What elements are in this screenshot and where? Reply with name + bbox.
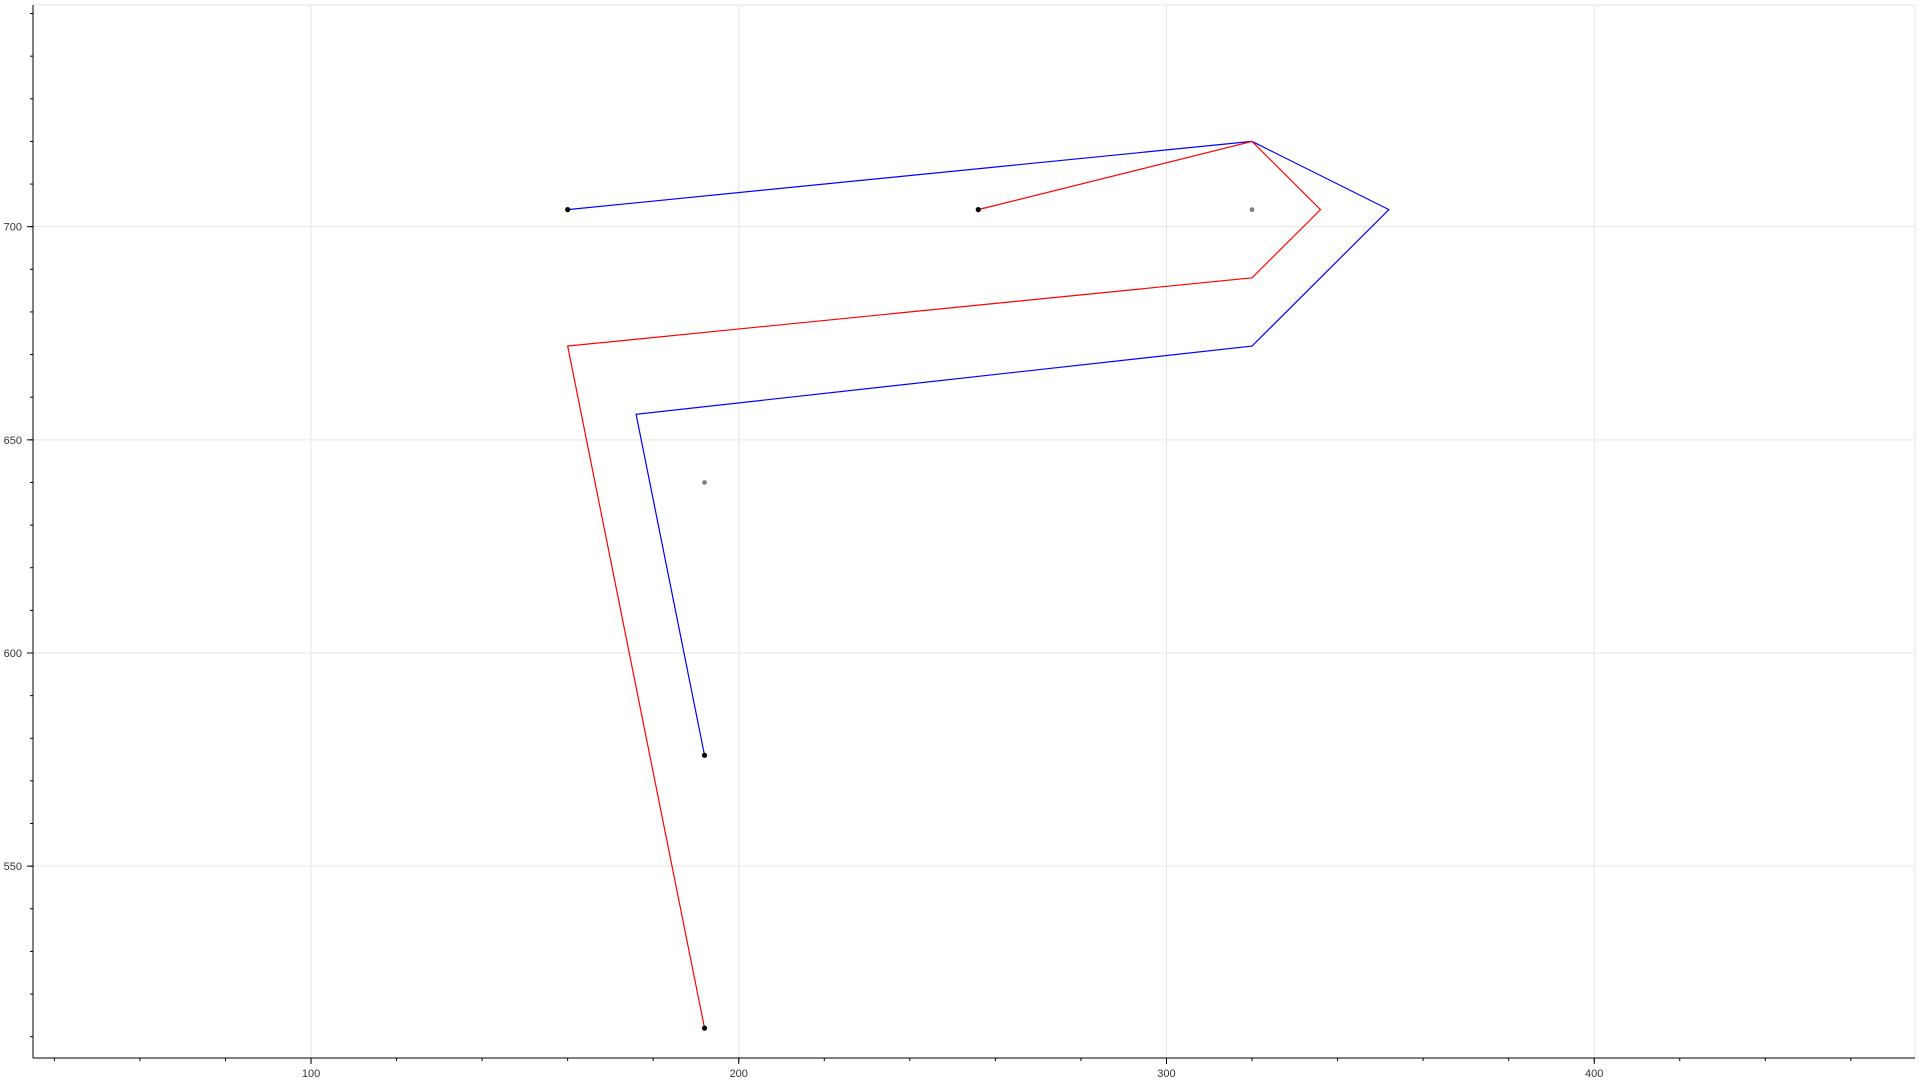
y-tick-label: 600 <box>4 648 22 660</box>
y-tick-label: 650 <box>4 435 22 447</box>
x-tick-label: 300 <box>1157 1068 1175 1080</box>
points-group <box>565 207 1255 1031</box>
grid <box>33 4 1916 1058</box>
series-line-1 <box>567 140 1390 756</box>
y-tick-label: 700 <box>4 222 22 234</box>
x-tick-label: 100 <box>302 1068 320 1080</box>
center-marker <box>702 480 707 485</box>
center-marker <box>1249 207 1255 213</box>
endpoint-marker <box>701 1025 708 1031</box>
series-group <box>566 140 1390 1029</box>
x-tick-label: 200 <box>730 1068 748 1080</box>
x-tick-label: 400 <box>1585 1068 1603 1080</box>
y-tick-label: 550 <box>4 861 22 873</box>
series-line-2 <box>566 140 1322 1029</box>
endpoint-marker <box>565 207 571 213</box>
endpoint-marker <box>701 752 708 758</box>
endpoint-marker <box>975 207 981 213</box>
axes: 100 200 300 400 550 600 650 700 <box>4 5 1915 1080</box>
